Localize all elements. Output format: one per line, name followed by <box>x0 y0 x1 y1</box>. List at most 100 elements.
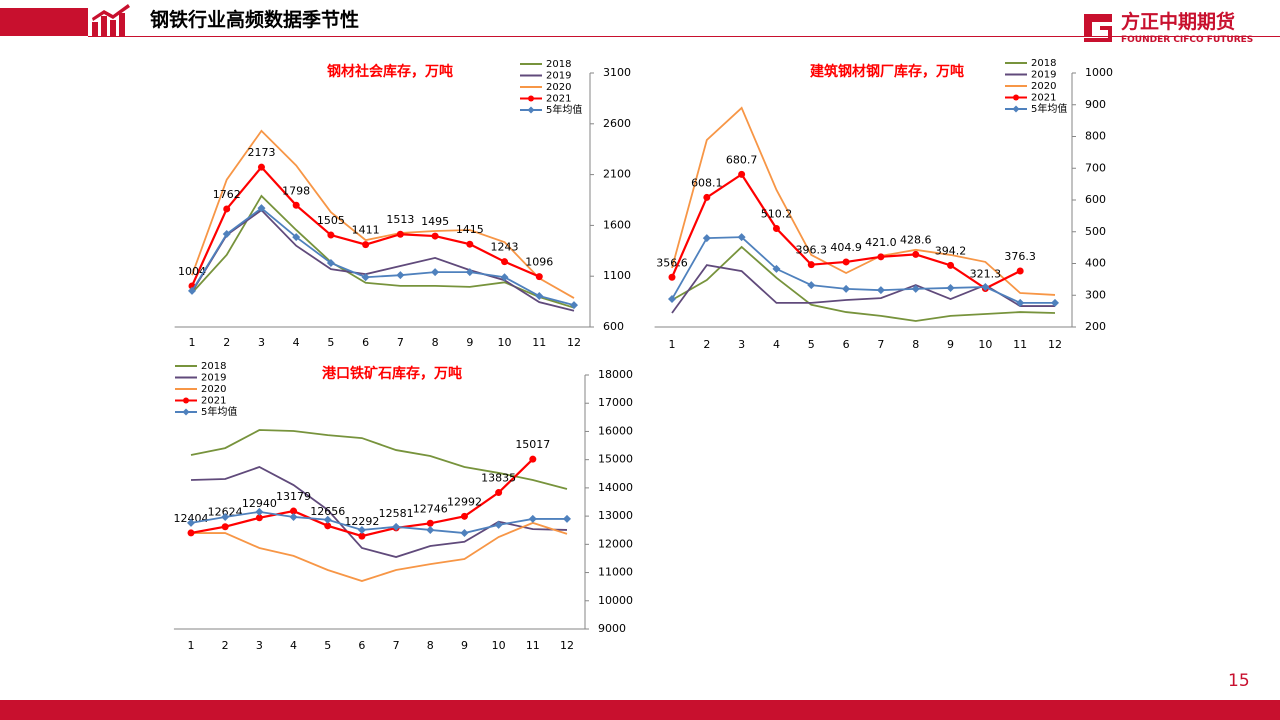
legend-label: 2021 <box>1031 93 1056 104</box>
y-tick-label: 1100 <box>603 269 631 282</box>
point-marker <box>396 271 405 280</box>
chart-title: 钢材社会库存，万吨 <box>327 63 453 80</box>
logo-en: FOUNDER CIFCO FUTURES <box>1121 35 1253 45</box>
x-tick-label: 11 <box>532 336 546 349</box>
data-label: 428.6 <box>900 233 932 246</box>
x-tick-label: 6 <box>358 639 365 652</box>
series-line <box>671 236 1055 304</box>
chart-title: 建筑钢材钢厂库存，万吨 <box>810 63 964 80</box>
point-marker <box>1016 267 1024 275</box>
x-tick-label: 2 <box>222 639 229 652</box>
point-marker <box>842 284 851 293</box>
legend-marker <box>1013 94 1019 101</box>
y-tick-label: 600 <box>1085 193 1106 206</box>
x-tick-label: 3 <box>258 336 265 349</box>
point-marker <box>257 163 265 171</box>
point-marker <box>668 273 676 281</box>
x-tick-label: 6 <box>362 336 369 349</box>
legend-label: 5年均值 <box>201 405 237 418</box>
y-tick-label: 14000 <box>598 481 633 494</box>
point-marker <box>188 286 196 295</box>
legend-label: 2020 <box>201 384 226 395</box>
point-marker <box>327 231 335 239</box>
series-line <box>671 264 1055 314</box>
y-tick-label: 3100 <box>603 66 631 79</box>
point-marker <box>703 193 711 201</box>
point-marker <box>223 205 231 213</box>
y-tick-label: 700 <box>1085 161 1106 174</box>
series-line <box>191 521 568 582</box>
x-tick-label: 7 <box>393 639 400 652</box>
point-marker <box>187 529 195 537</box>
x-tick-label: 8 <box>432 336 439 349</box>
y-tick-label: 17000 <box>598 396 633 409</box>
y-tick-label: 18000 <box>598 368 633 381</box>
x-tick-label: 4 <box>293 336 300 349</box>
point-marker <box>1016 298 1025 307</box>
point-marker <box>738 170 746 178</box>
chart-title: 港口铁矿石库存，万吨 <box>322 365 462 382</box>
data-label: 396.3 <box>796 244 828 257</box>
legend-label: 2021 <box>201 396 226 407</box>
y-tick-label: 11000 <box>598 566 633 579</box>
data-label: 12292 <box>344 515 379 528</box>
y-tick-label: 2600 <box>603 117 631 130</box>
point-marker <box>255 514 263 522</box>
point-marker <box>221 512 230 521</box>
y-tick-label: 2100 <box>603 168 631 181</box>
x-tick-label: 10 <box>498 336 512 349</box>
point-marker <box>807 261 815 269</box>
point-marker <box>431 232 439 240</box>
point-marker <box>460 512 468 520</box>
x-tick-label: 12 <box>560 639 574 652</box>
y-tick-label: 15000 <box>598 453 633 466</box>
x-tick-label: 9 <box>461 639 468 652</box>
series-line <box>191 206 575 307</box>
series-line <box>191 208 575 312</box>
y-tick-label: 300 <box>1085 288 1106 301</box>
x-tick-label: 5 <box>327 336 334 349</box>
footer-bar <box>0 700 1280 720</box>
logo: 方正中期期货 FOUNDER CIFCO FUTURES <box>1084 10 1253 45</box>
series-line <box>191 129 575 299</box>
logo-cn: 方正中期期货 <box>1121 10 1235 33</box>
x-tick-label: 2 <box>223 336 230 349</box>
chart: 9000 10000 11000 12000 13000 14000 15000 16000 1… <box>174 361 634 652</box>
point-marker <box>460 529 469 538</box>
point-marker <box>357 525 366 534</box>
y-tick-label: 13000 <box>598 509 633 522</box>
point-marker <box>842 258 850 266</box>
data-label: 404.9 <box>830 241 862 254</box>
legend-marker <box>182 408 190 416</box>
x-tick-label: 12 <box>567 336 581 349</box>
point-marker <box>737 233 746 242</box>
header-icon <box>92 4 130 36</box>
point-marker <box>535 292 544 301</box>
point-marker <box>807 281 816 290</box>
point-marker <box>222 230 231 239</box>
series-line <box>671 245 1056 322</box>
data-label: 680.7 <box>726 153 758 166</box>
data-label: 376.3 <box>1004 250 1036 263</box>
y-tick-label: 600 <box>603 320 624 333</box>
header-block <box>0 8 88 36</box>
point-marker <box>946 283 955 292</box>
x-tick-label: 5 <box>324 639 331 652</box>
point-marker <box>362 241 370 249</box>
point-marker <box>494 520 503 529</box>
point-marker <box>289 512 298 521</box>
point-marker <box>876 286 885 295</box>
data-label: 1411 <box>352 224 380 237</box>
x-tick-label: 1 <box>189 336 196 349</box>
legend-label: 5年均值 <box>1031 102 1067 115</box>
data-label: 15017 <box>515 438 550 451</box>
point-marker <box>981 282 990 291</box>
data-label: 1513 <box>386 213 414 226</box>
data-label: 13179 <box>276 490 311 503</box>
legend-label: 2018 <box>546 59 571 70</box>
point-marker <box>529 455 537 463</box>
